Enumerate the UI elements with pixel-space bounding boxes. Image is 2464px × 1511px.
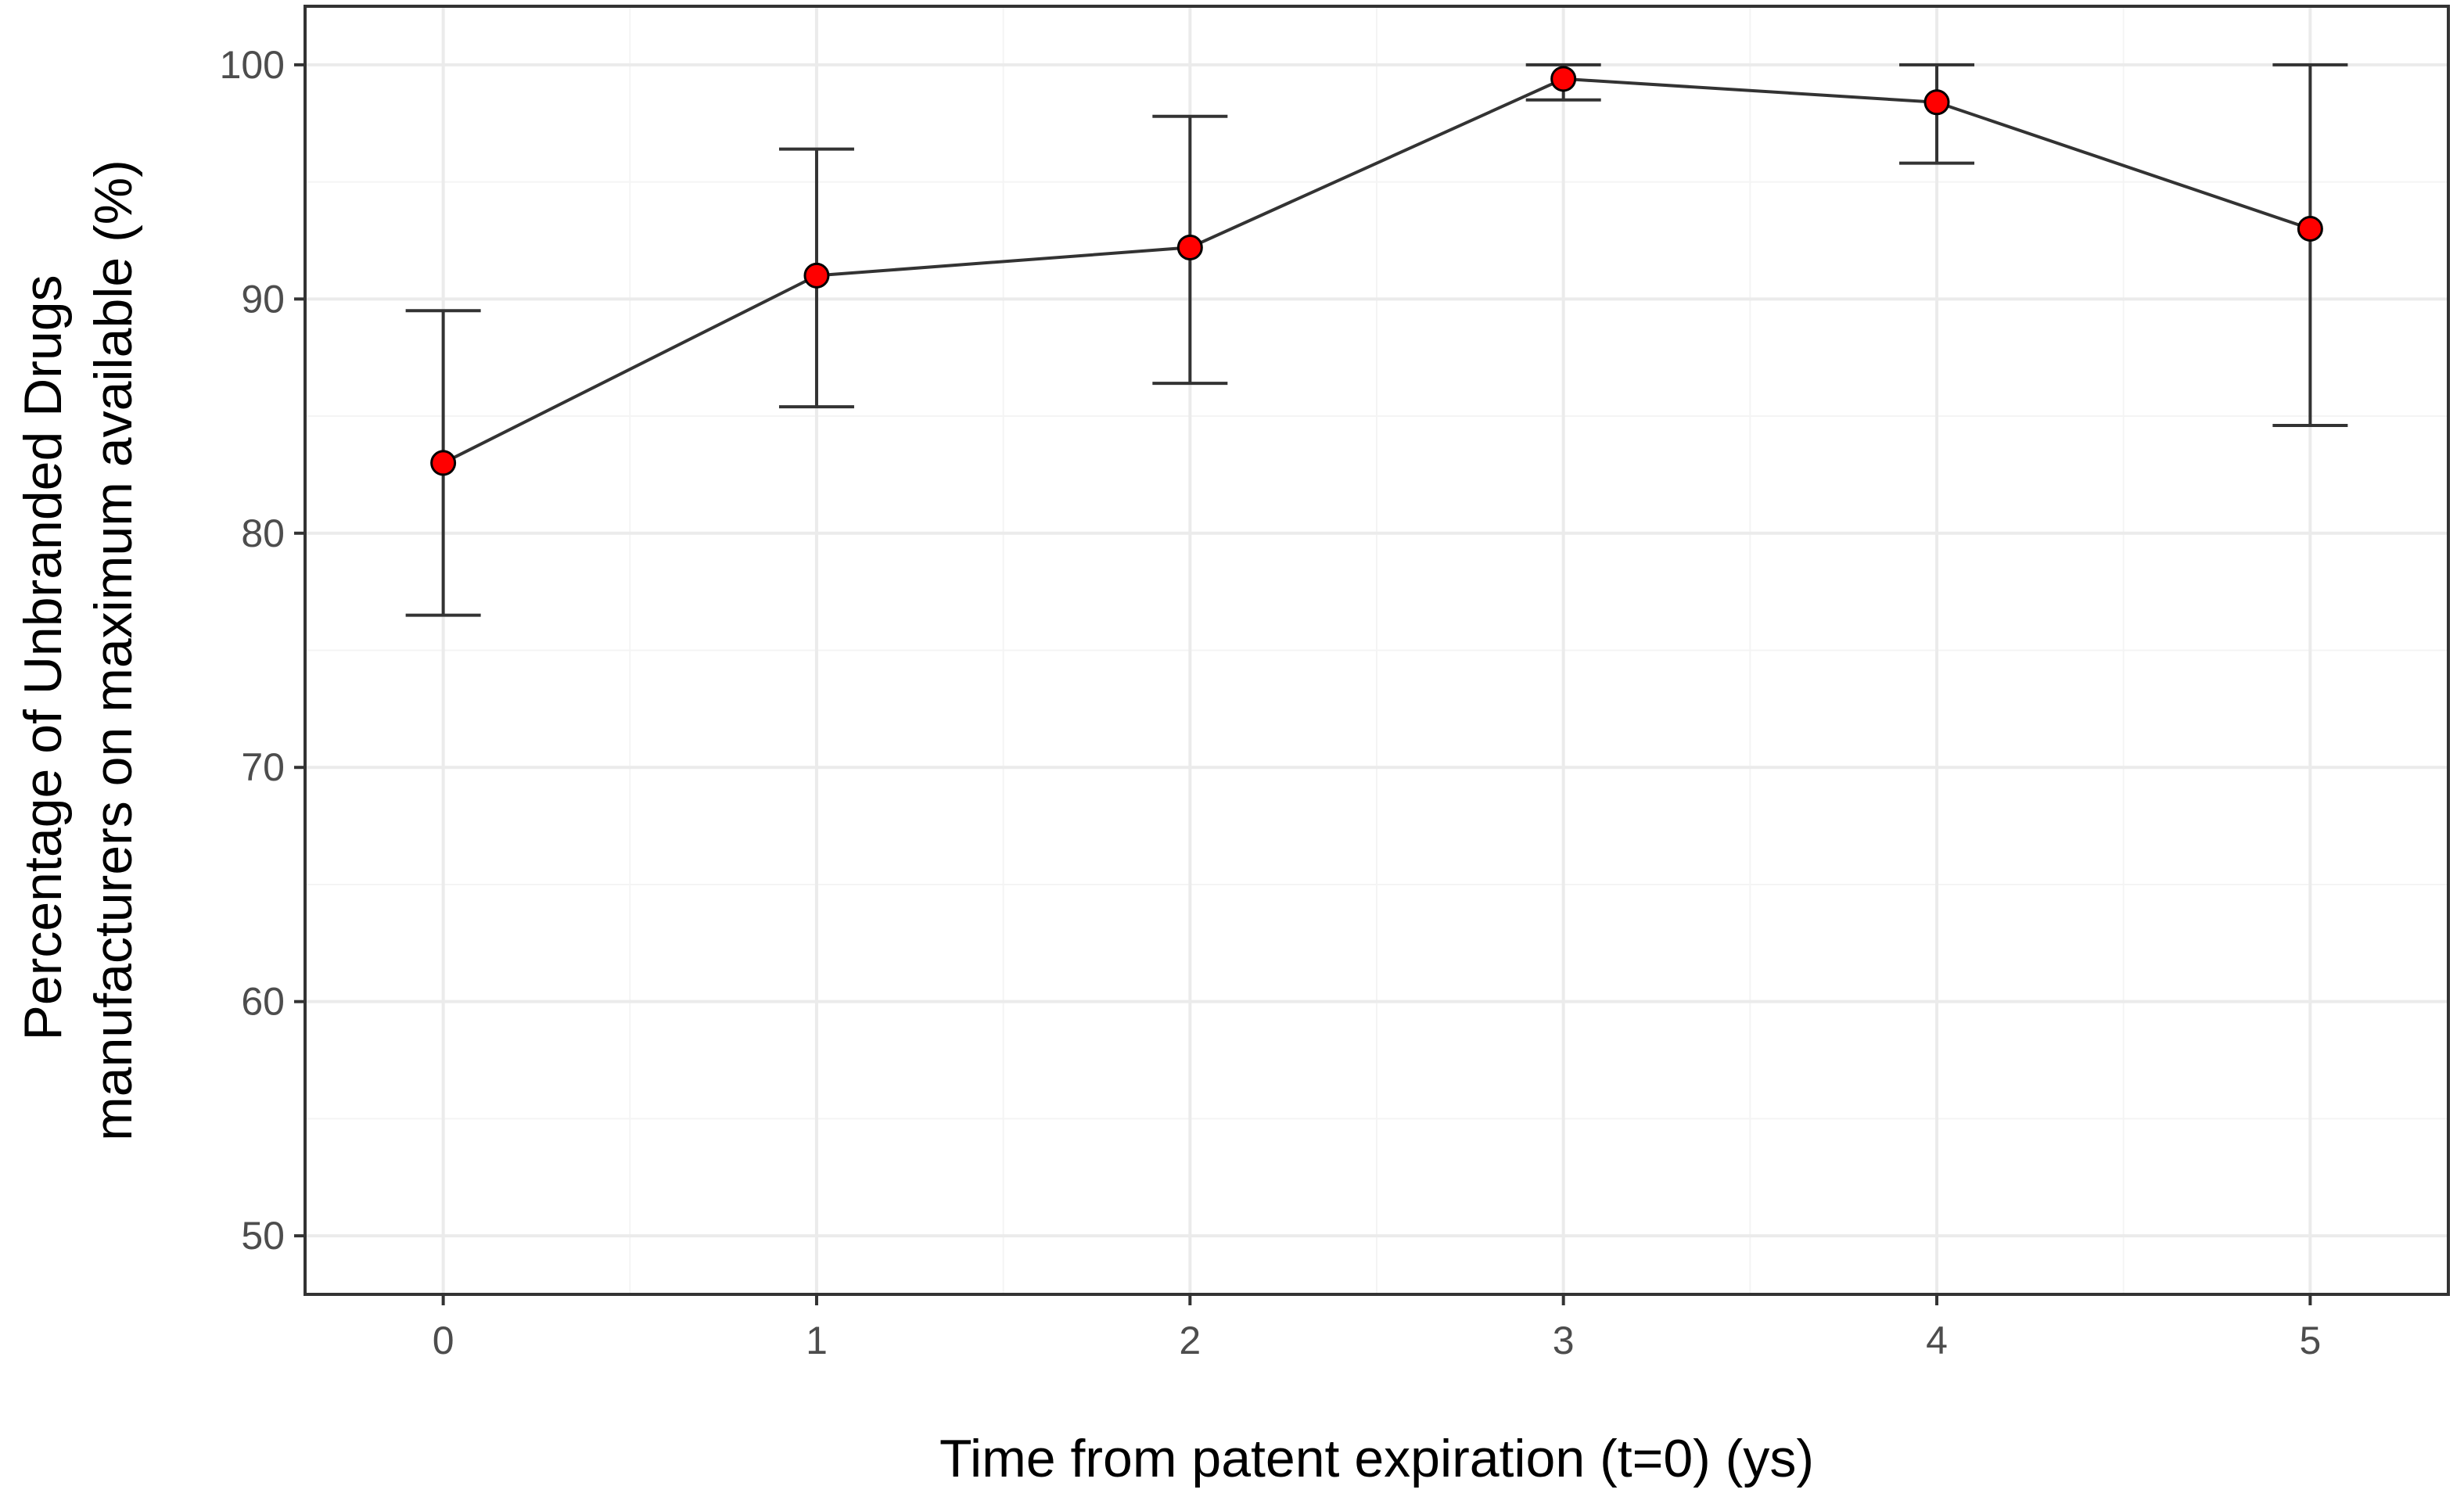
x-axis-title: Time from patent expiration (t=0) (ys) [939,1429,1814,1488]
data-point [1923,89,1950,116]
x-tick-label: 3 [1553,1319,1575,1362]
data-point [1176,234,1203,260]
series-layer [405,63,2348,617]
y-tick-label: 60 [241,980,285,1024]
y-tick-label: 80 [241,511,285,555]
data-point [430,450,457,476]
grid [305,6,2448,1294]
x-tick-label: 0 [433,1319,454,1362]
data-point [1550,66,1577,92]
data-point [803,262,830,289]
error-bar [2272,63,2348,428]
series-line [442,77,2311,465]
y-axis-title: Percentage of Unbranded Drugs manufactur… [13,160,143,1141]
x-tick-label: 4 [1926,1319,1948,1362]
y-tick-label: 100 [220,43,285,87]
x-tick-label: 1 [806,1319,828,1362]
data-point [2297,215,2323,242]
y-tick-label: 90 [241,277,285,321]
panel-border [304,5,2450,1296]
y-axis-title-line-2: manufacturers on maximum available (%) [84,160,143,1141]
y-axis-title-line-1: Percentage of Unbranded Drugs [13,275,73,1040]
y-tick-label: 50 [241,1214,285,1258]
axes: 50 60 70 80 90 100 0 1 2 3 4 5 [220,5,2450,1362]
x-tick-label: 2 [1179,1319,1201,1362]
y-tick-label: 70 [241,745,285,789]
x-tick-label: 5 [2299,1319,2321,1362]
